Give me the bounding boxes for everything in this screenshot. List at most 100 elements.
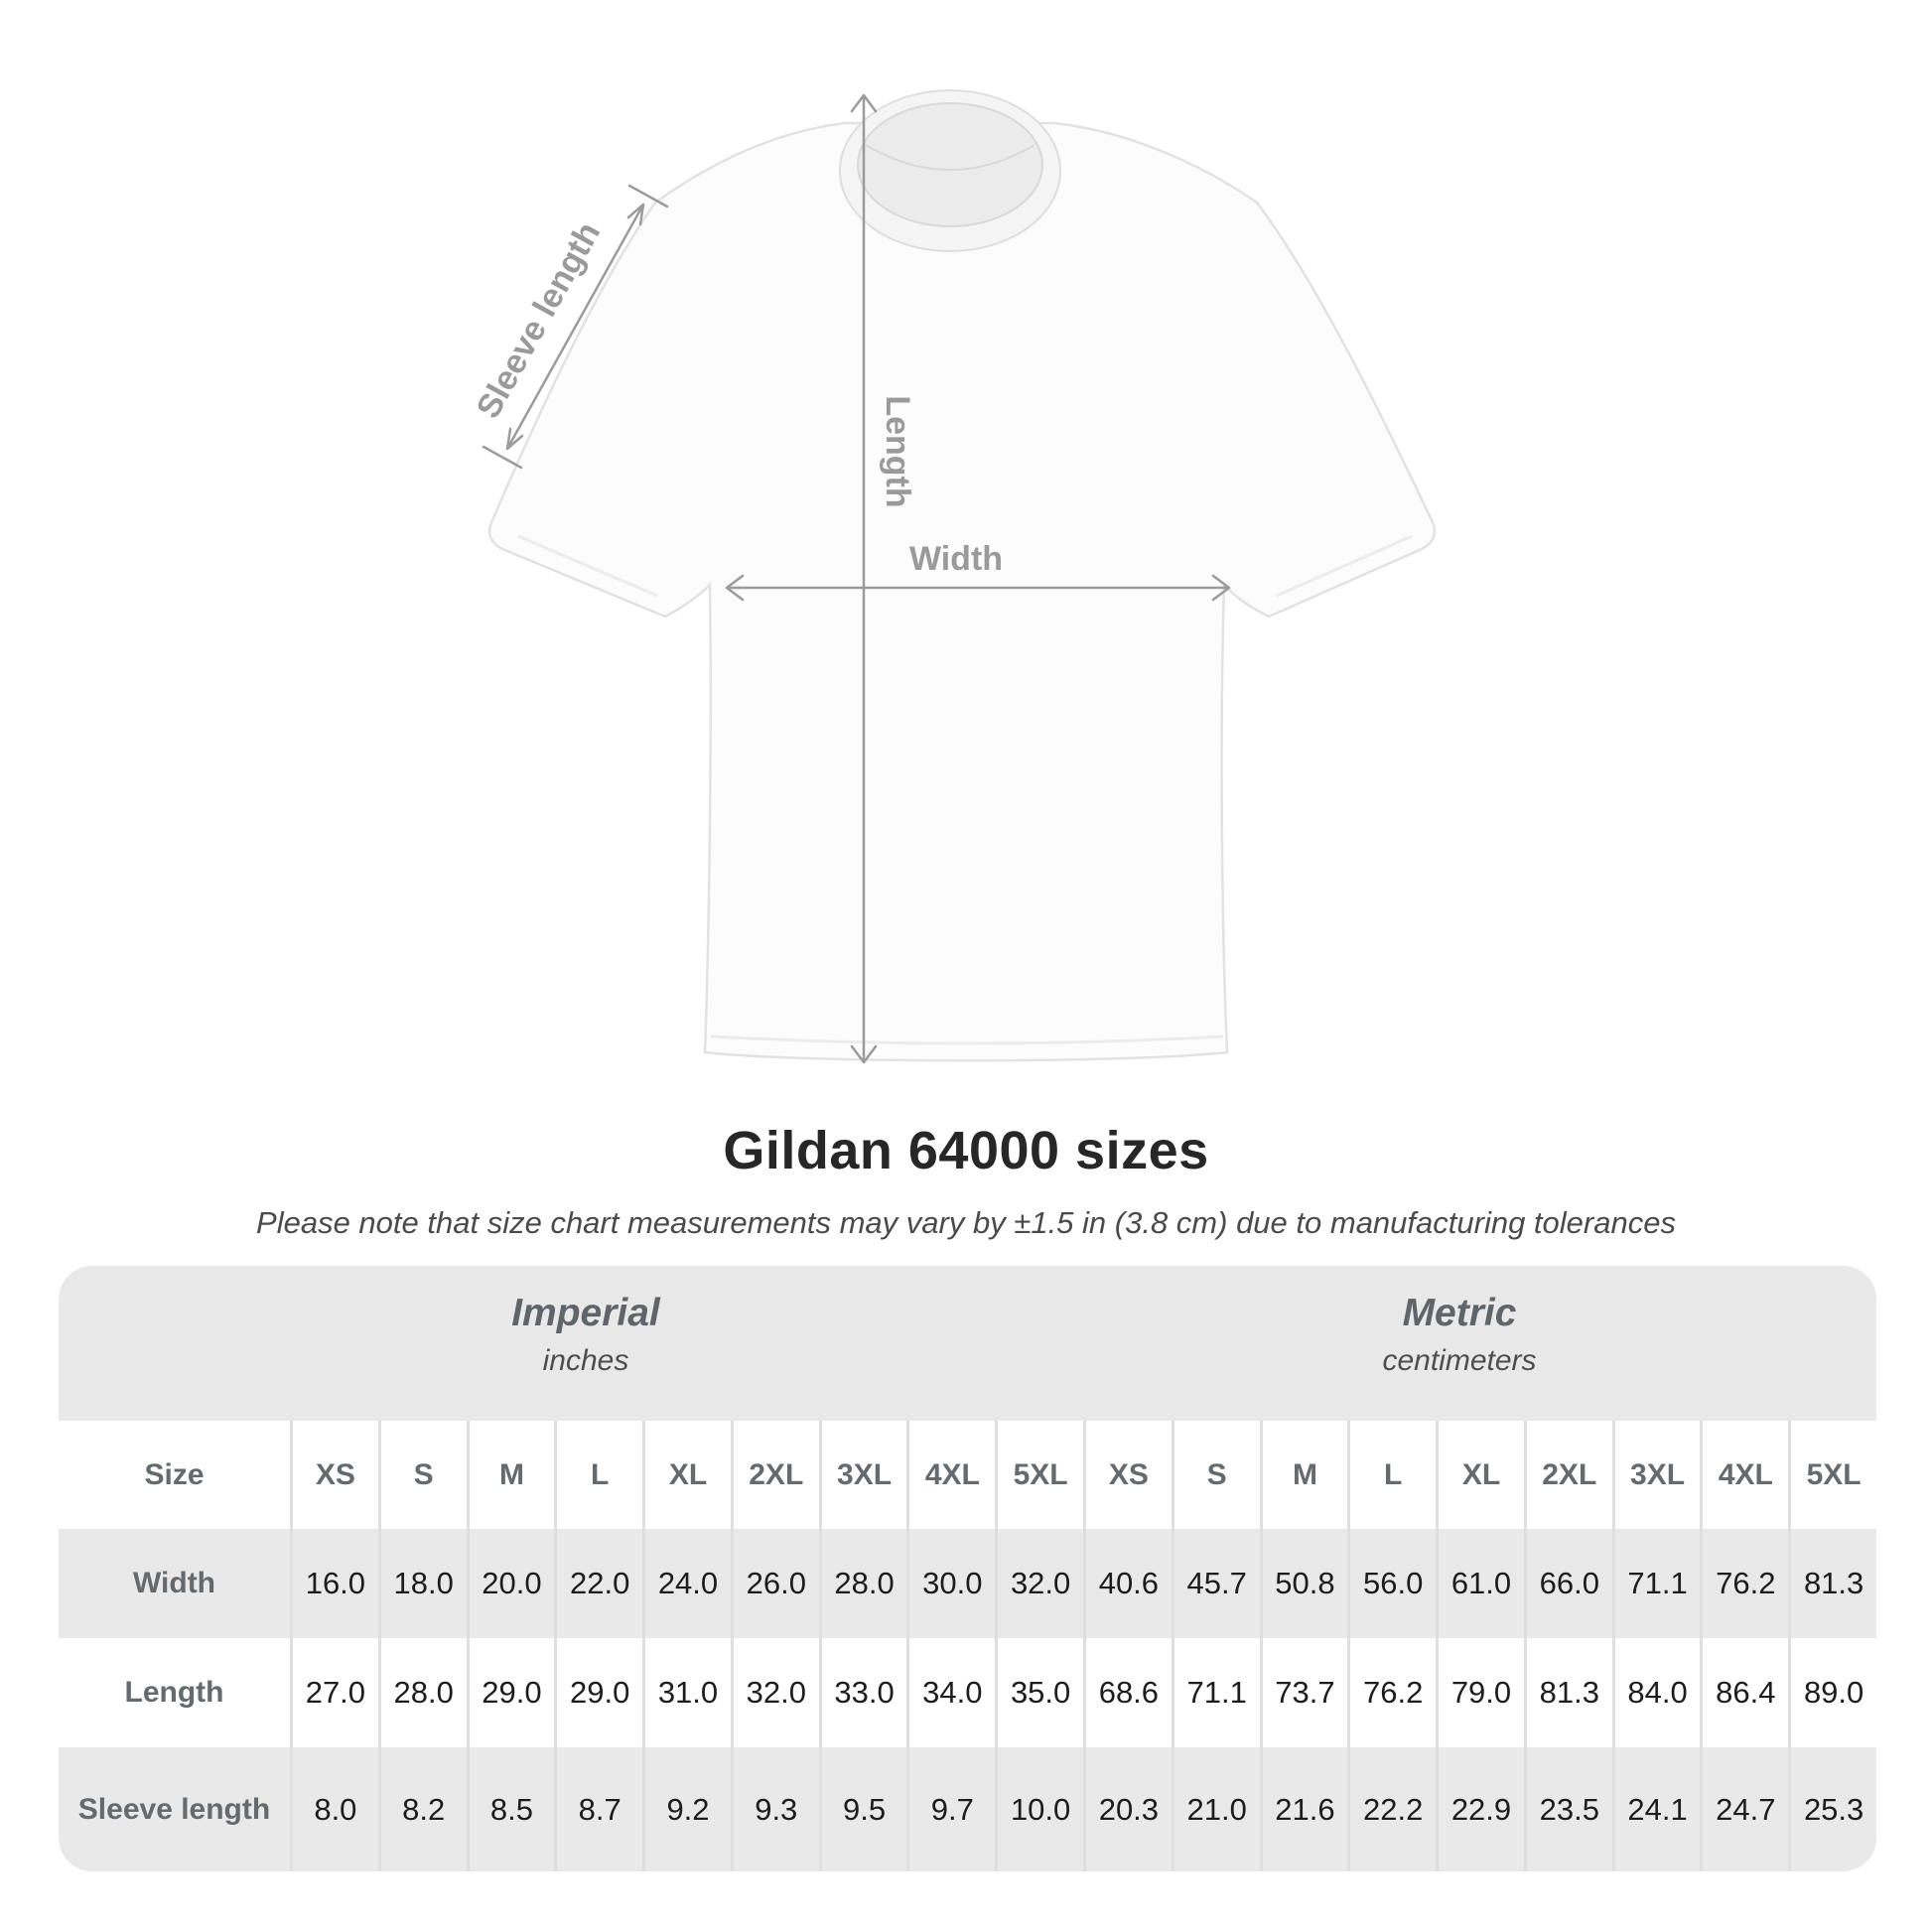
size-header-row: Size XS S M L XL 2XL 3XL 4XL 5XL XS S M …	[59, 1421, 1876, 1529]
measurement-cell: 32.0	[730, 1638, 819, 1747]
tshirt-back-collar-seam	[865, 144, 1035, 171]
tshirt-measurement-diagram: Sleeve length Length Width	[470, 89, 1437, 1064]
measurement-cell: 34.0	[906, 1638, 995, 1747]
measurement-cell: 71.1	[1171, 1638, 1260, 1747]
measurement-cell: 33.0	[818, 1638, 907, 1747]
measurement-cell: 24.1	[1611, 1747, 1701, 1871]
tshirt-body	[487, 121, 1437, 1062]
width-dimension-arrow	[725, 574, 1231, 602]
size-table: Imperial inches Metric centimeters Size …	[59, 1266, 1876, 1871]
measurement-cell: 50.8	[1259, 1529, 1348, 1638]
measurement-cell: 22.2	[1347, 1747, 1436, 1871]
size-header: L	[1347, 1421, 1436, 1529]
measurement-cell: 31.0	[642, 1638, 731, 1747]
measurement-cell: 9.3	[730, 1747, 819, 1871]
measurement-cell: 30.0	[906, 1529, 995, 1638]
measurement-cell: 79.0	[1436, 1638, 1524, 1747]
size-header: 5XL	[1788, 1421, 1876, 1529]
width-label: Width	[909, 540, 1003, 578]
page-title: Gildan 64000 sizes	[723, 1121, 1209, 1180]
size-header: L	[554, 1421, 642, 1529]
measurement-cell: 8.7	[554, 1747, 642, 1871]
size-header: S	[377, 1421, 467, 1529]
measurement-cell: 22.0	[554, 1529, 642, 1638]
row-label-sleeve-length: Sleeve length	[77, 1792, 271, 1826]
measurement-cell: 9.2	[642, 1747, 731, 1871]
sleeve-length-dimension-arrow	[482, 184, 669, 470]
measurement-cell: 71.1	[1611, 1529, 1701, 1638]
measurement-cell: 8.2	[377, 1747, 467, 1871]
size-header: 2XL	[1523, 1421, 1612, 1529]
length-dimension-arrow	[850, 93, 878, 1064]
tshirt-left-sleeve-stitch	[517, 534, 658, 598]
size-header: 3XL	[1611, 1421, 1701, 1529]
size-header: 3XL	[818, 1421, 907, 1529]
imperial-title: Imperial	[511, 1292, 660, 1334]
measurement-cell: 66.0	[1523, 1529, 1612, 1638]
size-header: XS	[1083, 1421, 1172, 1529]
width-row: Width 16.0 18.0 20.0 22.0 24.0 26.0 28.0…	[59, 1529, 1876, 1638]
measurement-cell: 9.5	[818, 1747, 907, 1871]
imperial-header: Imperial inches	[59, 1266, 1113, 1421]
sleeve-length-row: Sleeve length 8.0 8.2 8.5 8.7 9.2 9.3 9.…	[59, 1747, 1876, 1871]
size-header: XS	[290, 1421, 378, 1529]
measurement-cell: 23.5	[1523, 1747, 1612, 1871]
size-header: 4XL	[1700, 1421, 1788, 1529]
tolerance-note: Please note that size chart measurements…	[256, 1205, 1676, 1240]
size-header: M	[466, 1421, 555, 1529]
measurement-cell: 68.6	[1083, 1638, 1172, 1747]
tshirt-right-sleeve-stitch	[1276, 534, 1413, 598]
size-header: 4XL	[906, 1421, 995, 1529]
row-label-width: Width	[132, 1567, 216, 1599]
measurement-cell: 9.7	[906, 1747, 995, 1871]
measurement-cell: 73.7	[1259, 1638, 1348, 1747]
measurement-cell: 45.7	[1171, 1529, 1260, 1638]
measurement-cell: 76.2	[1347, 1638, 1436, 1747]
measurement-cell: 18.0	[377, 1529, 467, 1638]
measurement-cell: 89.0	[1788, 1638, 1876, 1747]
measurement-cell: 81.3	[1788, 1529, 1876, 1638]
measurement-cell: 21.6	[1259, 1747, 1348, 1871]
measurement-cell: 24.7	[1700, 1747, 1788, 1871]
tshirt-collar-opening	[857, 102, 1043, 227]
measurement-cell: 56.0	[1347, 1529, 1436, 1638]
size-header: 5XL	[995, 1421, 1083, 1529]
measurement-cell: 24.0	[642, 1529, 731, 1638]
measurement-cell: 76.2	[1700, 1529, 1788, 1638]
tshirt-hem-stitch	[710, 1035, 1224, 1045]
measurement-cell: 40.6	[1083, 1529, 1172, 1638]
measurement-cell: 27.0	[290, 1638, 378, 1747]
measurement-cell: 61.0	[1436, 1529, 1524, 1638]
measurement-cell: 21.0	[1171, 1747, 1260, 1871]
measurement-cell: 32.0	[995, 1529, 1083, 1638]
size-header: 2XL	[730, 1421, 819, 1529]
measurement-cell: 84.0	[1611, 1638, 1701, 1747]
size-header: XL	[1436, 1421, 1524, 1529]
size-header: M	[1259, 1421, 1348, 1529]
measurement-cell: 8.5	[466, 1747, 555, 1871]
length-label: Length	[879, 395, 916, 507]
measurement-cell: 20.3	[1083, 1747, 1172, 1871]
metric-unit: centimeters	[1382, 1344, 1537, 1377]
measurement-cell: 25.3	[1788, 1747, 1876, 1871]
measurement-cell: 26.0	[730, 1529, 819, 1638]
measurement-cell: 8.0	[290, 1747, 378, 1871]
measurement-cell: 10.0	[995, 1747, 1083, 1871]
size-header: S	[1171, 1421, 1260, 1529]
metric-title: Metric	[1402, 1292, 1517, 1334]
length-row: Length 27.0 28.0 29.0 29.0 31.0 32.0 33.…	[59, 1638, 1876, 1747]
size-column-header: Size	[144, 1457, 205, 1491]
row-label-length: Length	[124, 1676, 224, 1709]
measurement-cell: 35.0	[995, 1638, 1083, 1747]
measurement-cell: 81.3	[1523, 1638, 1612, 1747]
measurement-cell: 20.0	[466, 1529, 555, 1638]
size-header: XL	[642, 1421, 731, 1529]
measurement-cell: 28.0	[377, 1638, 467, 1747]
imperial-unit: inches	[542, 1344, 629, 1377]
units-header-band: Imperial inches Metric centimeters	[59, 1266, 1876, 1421]
measurement-cell: 22.9	[1436, 1747, 1524, 1871]
measurement-cell: 28.0	[818, 1529, 907, 1638]
measurement-cell: 29.0	[466, 1638, 555, 1747]
measurement-cell: 86.4	[1700, 1638, 1788, 1747]
